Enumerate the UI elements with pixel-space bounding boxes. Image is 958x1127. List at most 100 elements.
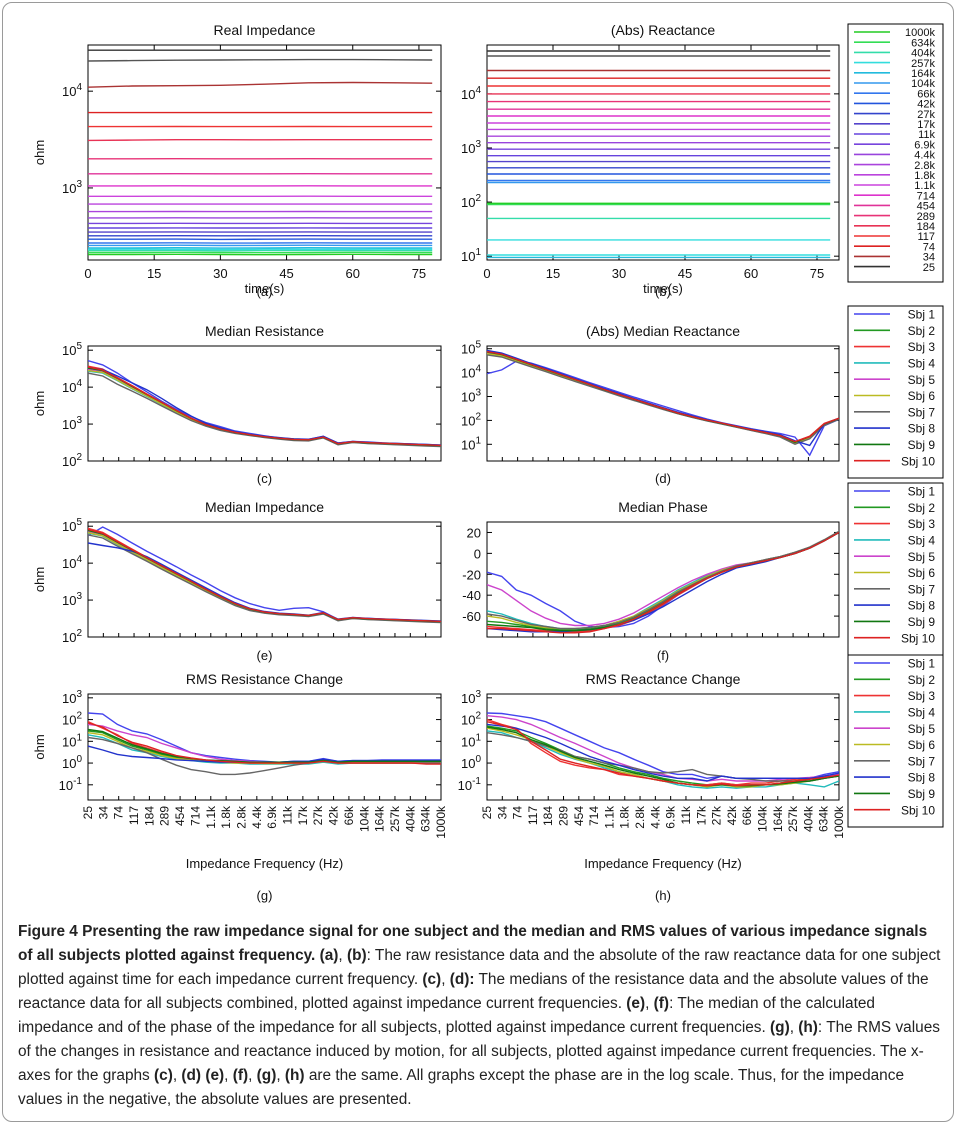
series-line-Sbj 7 [487, 354, 839, 446]
y-tick-label: -40 [462, 588, 481, 603]
y-tick-label: 101 [461, 435, 481, 452]
caption-ref: (a) [315, 947, 339, 964]
x-tick-label: 75 [412, 266, 426, 281]
legend-label: Sbj 5 [908, 550, 936, 564]
x-tick-label: 117 [526, 806, 540, 825]
legend-label: Sbj 7 [908, 582, 936, 596]
y-tick-label: 104 [62, 554, 82, 571]
legend-label: 6.9k [914, 139, 935, 151]
y-tick-exponent: 0 [475, 754, 481, 765]
caption-title: Figure 4 Presenting the raw impedance si… [18, 923, 928, 964]
chart-title: Median Impedance [205, 499, 324, 515]
legend-label: 117 [917, 231, 935, 243]
x-tick-label: 0 [84, 266, 91, 281]
y-tick-base: 10 [59, 778, 73, 793]
x-tick-label: 30 [213, 266, 227, 281]
x-tick-label: 1.1k [602, 805, 616, 829]
legend-label: 34 [923, 252, 935, 264]
x-tick-label: 74 [511, 806, 525, 820]
legend-label: 454 [917, 201, 935, 213]
y-tick-label: 102 [461, 193, 481, 210]
caption-text: , [276, 1067, 285, 1084]
x-tick-label: 104k [755, 805, 769, 832]
x-tick-label: 17k [296, 805, 310, 825]
caption-text: , [248, 1067, 257, 1084]
x-tick-label: 104k [357, 805, 371, 832]
legend-label: 404k [911, 48, 935, 60]
legend-label: Sbj 3 [908, 340, 936, 354]
legend-box [847, 482, 944, 656]
legend-label: Sbj 4 [908, 533, 936, 547]
x-tick-label: 45 [678, 266, 692, 281]
y-tick-exponent: 1 [475, 732, 481, 743]
legend-label: Sbj 10 [901, 803, 935, 817]
series-group [88, 526, 441, 624]
legend-label: Sbj 8 [908, 771, 936, 785]
y-tick-exponent: 5 [76, 517, 82, 528]
y-tick-exponent: 2 [76, 711, 82, 722]
legend-label: Sbj 4 [908, 356, 936, 370]
x-axis-label: Impedance Frequency (Hz) [584, 856, 742, 871]
x-tick-label: 25 [480, 806, 494, 820]
legend-label: Sbj 9 [908, 438, 936, 452]
legend-box [847, 305, 944, 479]
legend-label: 17k [917, 119, 935, 131]
legend-label: 184 [917, 221, 935, 233]
legend-label: 27k [917, 109, 935, 121]
caption-ref: (g) [770, 1019, 790, 1036]
legend-label: Sbj 10 [901, 631, 935, 645]
plot-area [87, 693, 442, 801]
legend-label: 634k [911, 37, 935, 49]
plot-area [87, 521, 442, 638]
legend-label: Sbj 2 [908, 501, 936, 515]
plot-area [486, 693, 840, 801]
chart-title: (Abs) Reactance [611, 22, 715, 38]
y-tick-label: 0 [474, 546, 481, 561]
caption-ref: (g) [256, 1067, 277, 1084]
series-group [487, 712, 839, 789]
legend-label: Sbj 9 [908, 615, 936, 629]
x-tick-label: 66k [740, 805, 754, 825]
y-tick-base: 10 [461, 195, 475, 210]
caption-text: are the same. All graphs except the phas… [18, 1067, 904, 1108]
x-tick-label: 454 [572, 806, 586, 826]
x-tick-label: 714 [188, 806, 202, 826]
legend-label: Sbj 2 [908, 324, 936, 338]
legend-label: 1.1k [914, 180, 935, 192]
legend-label: Sbj 9 [908, 787, 936, 801]
legend-label: Sbj 3 [908, 517, 936, 531]
x-tick-label: 11k [281, 805, 295, 824]
series-line-Sbj 5 [487, 715, 839, 782]
chart-f: Median Phase 20 0 -20 -40 -60 (f) [462, 499, 840, 663]
caption-text: : The median of the calculated impedance… [18, 995, 875, 1036]
caption-text: , [441, 971, 450, 988]
series-line-184 [88, 139, 433, 142]
panel-label: (e) [257, 648, 273, 663]
legend-label: 1000k [905, 27, 935, 39]
legend-label: 42k [917, 99, 935, 111]
y-tick-label: 105 [62, 517, 82, 534]
x-tick-label: 404k [403, 805, 417, 832]
series-group [88, 712, 441, 776]
y-tick-label: 105 [62, 341, 82, 358]
y-tick-base: 10 [461, 249, 475, 264]
series-line-Sbj 10 [487, 351, 839, 443]
panel-label: (f) [657, 648, 669, 663]
caption-ref: (c) [154, 1067, 173, 1084]
chart-title: RMS Resistance Change [186, 671, 343, 687]
subject-legend-h: Sbj 1 Sbj 2 Sbj 3 Sbj 4 Sbj 5 Sbj 6 Sbj 7 Sbj 8… [847, 654, 944, 828]
y-tick-label: 103 [461, 139, 481, 156]
legend-label: 1.8k [914, 170, 935, 182]
y-tick-label: 103 [461, 388, 481, 405]
subject-legend-d: Sbj 1 Sbj 2 Sbj 3 Sbj 4 Sbj 5 Sbj 6 Sbj 7 Sbj 8… [847, 305, 944, 479]
legend-label: 164k [911, 68, 935, 80]
y-tick-label: 101 [62, 732, 82, 749]
panel-label: (c) [257, 471, 272, 486]
x-tick-label: 289 [158, 806, 172, 826]
x-axis-label: Impedance Frequency (Hz) [186, 856, 344, 871]
y-tick-label: 102 [62, 628, 82, 645]
x-tick-label: 164k [373, 805, 387, 832]
y-tick-label: 104 [62, 82, 82, 99]
caption-ref: (h) [798, 1019, 818, 1036]
